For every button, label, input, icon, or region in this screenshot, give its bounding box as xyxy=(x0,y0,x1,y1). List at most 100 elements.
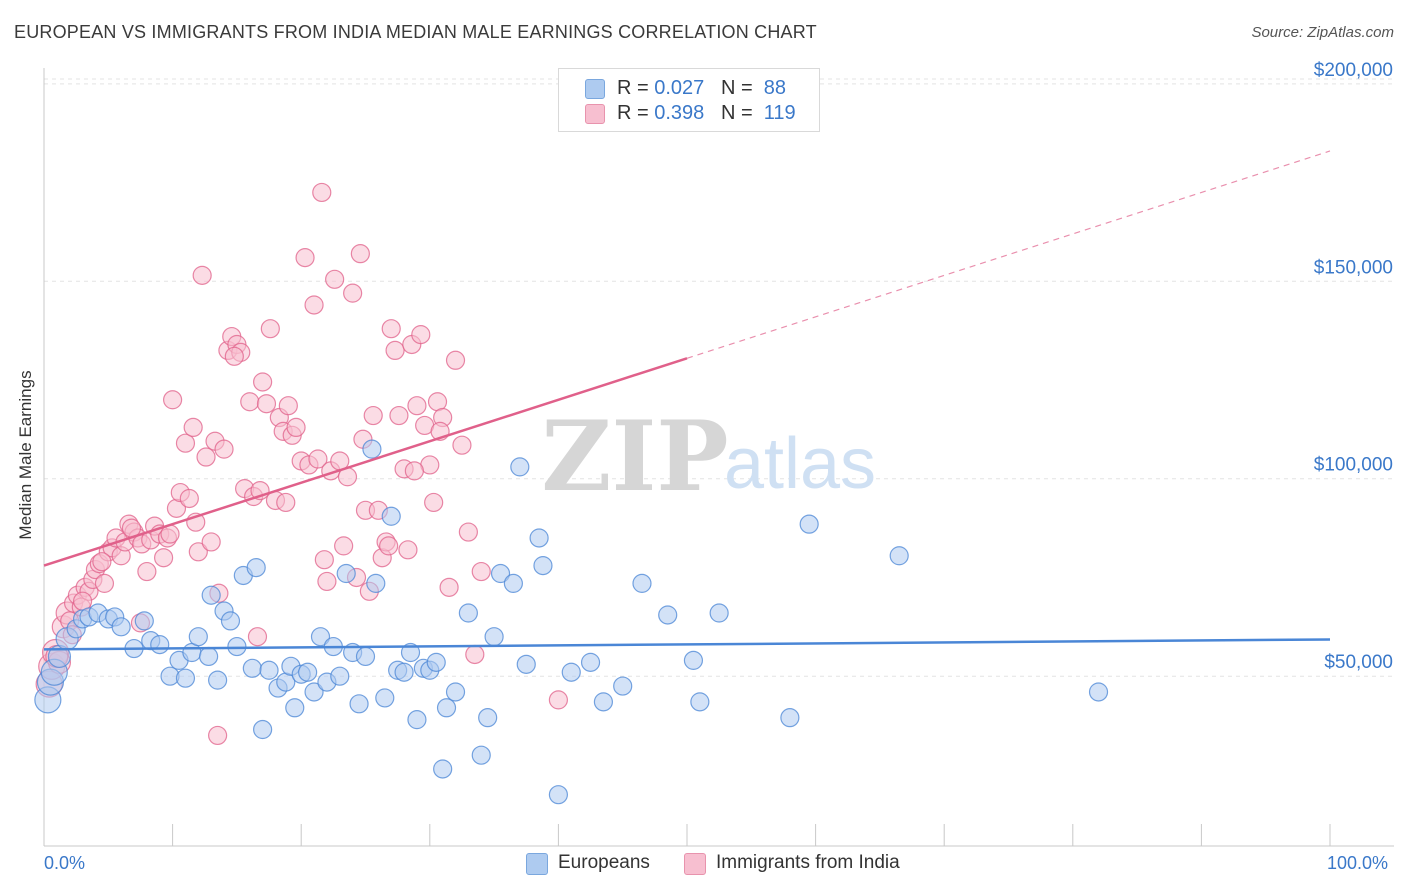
india-point xyxy=(548,690,569,710)
india-trend-extension xyxy=(686,150,1331,359)
india-point xyxy=(188,542,208,562)
india-point xyxy=(385,340,405,361)
europeans-point xyxy=(304,682,324,702)
legend-r-label: R = xyxy=(617,77,649,99)
europeans-point xyxy=(889,546,909,566)
europeans-point xyxy=(362,439,382,459)
axes xyxy=(43,68,1394,847)
europeans-point xyxy=(632,573,652,593)
india-point xyxy=(343,283,363,303)
europeans-point xyxy=(394,662,414,682)
india-point xyxy=(179,488,199,509)
europeans-point xyxy=(658,605,678,625)
legend-r-value: 0.398 xyxy=(654,102,705,124)
india-point xyxy=(439,577,459,597)
india-point xyxy=(253,372,273,392)
europeans-point xyxy=(533,556,553,576)
india-point xyxy=(317,571,337,592)
india-point xyxy=(398,540,418,560)
legend-n-label: N = xyxy=(720,102,753,124)
series-india-points xyxy=(35,182,569,746)
europeans-point xyxy=(355,646,376,667)
legend-n-value: 88 xyxy=(763,77,787,99)
india-point xyxy=(175,433,196,453)
europeans-point xyxy=(471,745,491,765)
europeans-point xyxy=(208,670,228,690)
india-point xyxy=(471,561,491,582)
europeans-point xyxy=(458,603,478,623)
y-axis-label: Median Male Earnings xyxy=(16,370,35,540)
india-point xyxy=(256,394,277,414)
bottom-legend-label-europeans: Europeans xyxy=(558,852,650,873)
watermark-zip: ZIP xyxy=(541,400,728,513)
europeans-point xyxy=(593,692,614,712)
europeans-point xyxy=(510,457,530,477)
europeans-point xyxy=(111,617,131,637)
europeans-point xyxy=(490,563,511,584)
india-point xyxy=(214,439,234,459)
india-point xyxy=(278,396,298,416)
india-point xyxy=(314,550,334,570)
india-point xyxy=(424,492,444,513)
europeans-point xyxy=(548,785,569,805)
legend-swatch-europeans xyxy=(585,79,605,99)
legend-n-value: 119 xyxy=(763,102,796,124)
india-point xyxy=(286,417,306,438)
india-point xyxy=(350,244,370,264)
europeans-point xyxy=(366,573,386,593)
correlation-legend: R = 0.027 N = 88 R = 0.398 N = 119 xyxy=(558,68,820,132)
europeans-point xyxy=(433,759,453,779)
grid-lines xyxy=(44,78,1394,677)
europeans-point xyxy=(330,666,350,686)
x-tick-label-max: 100.0% xyxy=(1327,853,1389,873)
india-point xyxy=(240,392,260,412)
europeans-point xyxy=(375,688,395,708)
europeans-point xyxy=(242,658,262,678)
y-tick-label: $200,000 xyxy=(1314,60,1393,81)
europeans-point xyxy=(503,573,523,593)
europeans-point xyxy=(580,652,601,672)
india-point xyxy=(192,265,212,285)
india-point xyxy=(363,405,383,426)
india-point xyxy=(247,627,268,647)
europeans-point xyxy=(220,611,241,631)
india-point xyxy=(325,269,345,289)
europeans-point xyxy=(426,652,446,672)
europeans-point xyxy=(310,627,331,647)
europeans-point xyxy=(613,676,633,696)
europeans-point xyxy=(201,585,221,605)
europeans-point xyxy=(436,698,457,718)
india-point xyxy=(224,346,244,366)
india-point xyxy=(465,644,485,665)
india-point xyxy=(260,319,280,339)
legend-n-label: N = xyxy=(720,77,753,99)
europeans-point xyxy=(780,708,800,728)
europeans-point xyxy=(150,635,170,655)
y-tick-labels: $50,000 $100,000 $150,000 $200,000 xyxy=(1314,60,1393,673)
europeans-point xyxy=(259,660,279,680)
bottom-legend-swatch-europeans xyxy=(526,853,548,875)
europeans-point xyxy=(561,662,581,682)
europeans-point xyxy=(529,528,549,548)
india-point xyxy=(452,435,472,455)
europeans-point xyxy=(516,654,536,674)
legend-r-label: R = xyxy=(617,102,649,124)
europeans-point xyxy=(285,698,305,718)
india-point xyxy=(458,522,478,542)
europeans-point xyxy=(253,719,273,740)
india-point xyxy=(163,390,183,410)
europeans-point xyxy=(381,506,401,526)
legend-r-value: 0.027 xyxy=(654,77,705,99)
europeans-point xyxy=(683,650,704,670)
europeans-point xyxy=(407,710,427,730)
y-tick-label: $100,000 xyxy=(1314,455,1393,476)
europeans-point xyxy=(445,682,466,702)
india-point xyxy=(295,248,315,268)
india-point xyxy=(183,417,203,438)
india-point xyxy=(308,449,328,469)
source-label: Source: ZipAtlas.com xyxy=(1251,24,1394,41)
europeans-trend-line xyxy=(43,638,1331,651)
bottom-legend-swatch-india xyxy=(684,853,706,875)
india-point xyxy=(381,319,401,339)
